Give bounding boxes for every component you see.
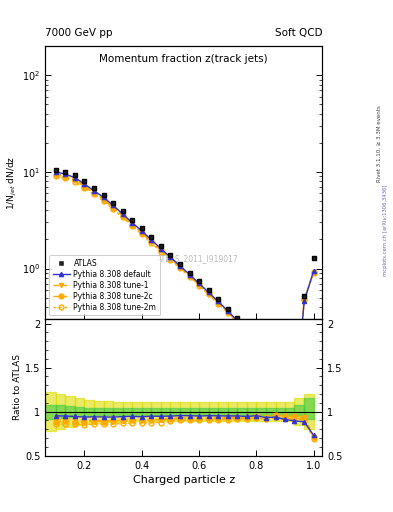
Text: mcplots.cern.ch [arXiv:1306.3436]: mcplots.cern.ch [arXiv:1306.3436] <box>383 185 387 276</box>
Legend: ATLAS, Pythia 8.308 default, Pythia 8.308 tune-1, Pythia 8.308 tune-2c, Pythia 8: ATLAS, Pythia 8.308 default, Pythia 8.30… <box>49 255 160 315</box>
Y-axis label: 1/N$_{jet}$ dN/dz: 1/N$_{jet}$ dN/dz <box>6 156 19 210</box>
Y-axis label: Ratio to ATLAS: Ratio to ATLAS <box>13 354 22 420</box>
Text: 7000 GeV pp: 7000 GeV pp <box>45 28 113 38</box>
Text: Soft QCD: Soft QCD <box>275 28 322 38</box>
Text: ATLAS_2011_I919017: ATLAS_2011_I919017 <box>157 254 239 264</box>
X-axis label: Charged particle z: Charged particle z <box>132 475 235 485</box>
Text: Rivet 3.1.10, ≥ 3.3M events: Rivet 3.1.10, ≥ 3.3M events <box>377 105 382 182</box>
Text: Momentum fraction z(track jets): Momentum fraction z(track jets) <box>99 54 268 65</box>
